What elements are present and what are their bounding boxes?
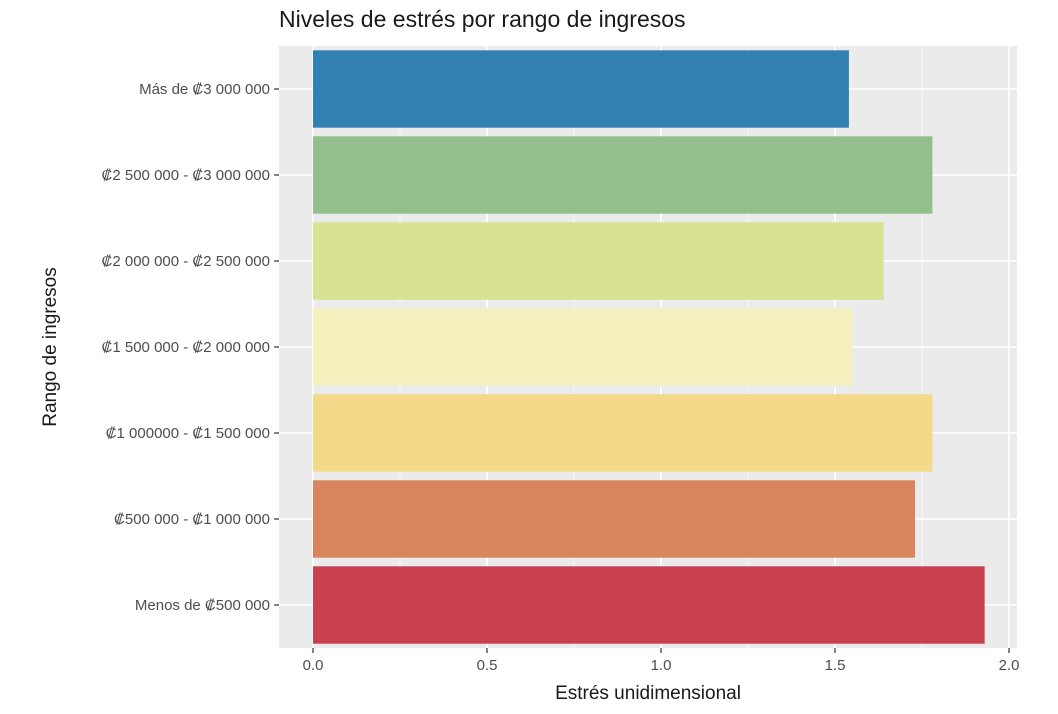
y-tick-label: ₡500 000 - ₡1 000 000 <box>114 511 270 528</box>
chart-title: Niveles de estrés por rango de ingresos <box>279 6 686 32</box>
bar <box>313 308 853 386</box>
x-axis-ticks: 0.0 0.5 1.0 1.5 2.0 <box>303 648 1020 674</box>
y-tick-label: ₡1 500 000 - ₡2 000 000 <box>102 339 270 356</box>
y-tick-label: Más de ₡3 000 000 <box>139 81 270 98</box>
x-tick-label: 2.0 <box>999 657 1020 674</box>
y-axis-ticks: Más de ₡3 000 000 ₡2 500 000 - ₡3 000 000… <box>102 81 279 614</box>
bar <box>313 480 916 558</box>
x-tick-label: 0.5 <box>477 657 498 674</box>
y-tick-label: ₡1 000000 - ₡1 500 000 <box>106 425 270 442</box>
bar <box>313 566 985 644</box>
bars <box>313 50 985 644</box>
bar <box>313 394 933 472</box>
y-tick-label: ₡2 500 000 - ₡3 000 000 <box>102 167 270 184</box>
bar <box>313 50 849 128</box>
x-tick-label: 0.0 <box>303 657 324 674</box>
x-tick-label: 1.5 <box>825 657 846 674</box>
x-tick-label: 1.0 <box>651 657 672 674</box>
y-tick-label: ₡2 000 000 - ₡2 500 000 <box>102 253 270 270</box>
bar <box>313 222 884 300</box>
y-axis-title: Rango de ingresos <box>40 267 61 427</box>
bar <box>313 136 933 214</box>
x-axis-title: Estrés unidimensional <box>555 683 741 704</box>
y-tick-label: Menos de ₡500 000 <box>135 597 270 614</box>
